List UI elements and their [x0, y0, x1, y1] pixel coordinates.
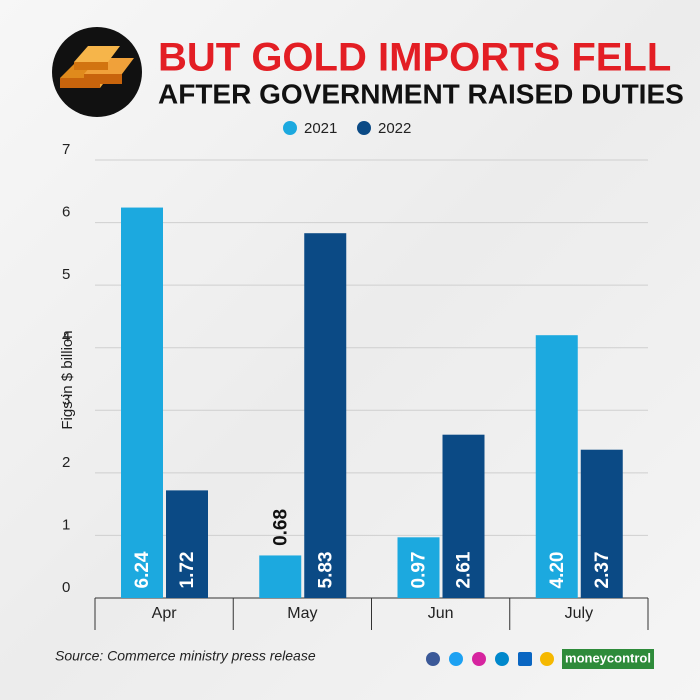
data-label: 0.97	[409, 552, 430, 589]
bar	[442, 434, 485, 598]
bar	[259, 555, 302, 598]
data-label: 2.37	[592, 552, 613, 589]
gold-icon	[52, 27, 142, 117]
x-tick-label: July	[565, 605, 593, 622]
y-tick-label: 6	[62, 204, 70, 221]
legend-marker	[283, 121, 297, 135]
x-tick-label: Apr	[152, 605, 178, 622]
bar	[535, 335, 578, 598]
chart-subtitle: AFTER GOVERNMENT RAISED DUTIES	[158, 78, 684, 109]
brand: moneycontrol	[565, 650, 651, 665]
legend-label: 2022	[378, 120, 411, 137]
y-tick-label: 4	[62, 329, 70, 346]
brand-box	[562, 649, 654, 669]
chart-title: BUT GOLD IMPORTS FELL	[158, 36, 671, 80]
data-label: 5.83	[315, 552, 336, 589]
y-tick-label: 2	[62, 454, 70, 471]
legend-label: 2021	[304, 120, 337, 137]
y-tick-label: 1	[62, 516, 70, 533]
y-tick-label: 3	[62, 391, 70, 408]
data-label: 0.68	[270, 509, 291, 546]
social-icons	[426, 652, 554, 666]
data-label: 6.24	[132, 551, 153, 588]
legend-marker	[357, 121, 371, 135]
bar	[580, 449, 623, 598]
data-label: 4.20	[547, 552, 568, 589]
y-tick-label: 7	[62, 141, 70, 158]
y-tick-label: 5	[62, 266, 70, 283]
bar	[397, 537, 440, 598]
bar	[304, 233, 347, 599]
x-tick-label: Jun	[428, 605, 454, 622]
source: Source: Commerce ministry press release	[55, 648, 316, 664]
x-tick-label: May	[287, 605, 317, 622]
y-tick-label: 0	[62, 579, 70, 596]
y-axis-label: Figs in $ billion	[59, 330, 76, 429]
data-label: 2.61	[454, 551, 475, 588]
bar	[166, 490, 208, 598]
data-label: 1.72	[177, 552, 198, 589]
bar	[121, 207, 163, 598]
